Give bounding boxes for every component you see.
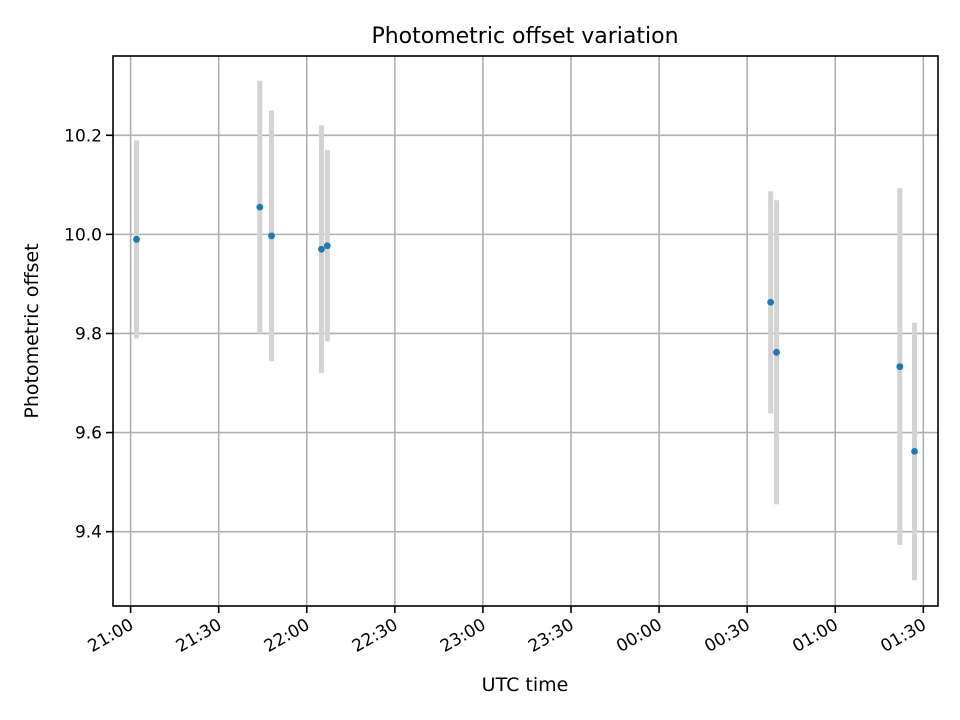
data-point: [773, 348, 780, 356]
data-point: [318, 245, 325, 253]
data-point: [323, 242, 331, 250]
tick-layer: 21:00 21:30 22:00 22:30 23:00 23:30 00:00 00:30…: [64, 126, 930, 657]
chart-title: Photometric offset variation: [371, 24, 678, 49]
grid-layer: [113, 56, 938, 606]
data-point: [896, 363, 904, 371]
y-tick-label: 9.6: [75, 424, 102, 444]
x-tick-label: 01:00: [789, 615, 841, 657]
y-tick-label: 10.0: [64, 225, 102, 245]
errorbar-layer: [133, 80, 918, 581]
x-tick-label: 00:00: [613, 615, 665, 657]
x-tick-label: 01:30: [877, 615, 929, 657]
data-point: [911, 448, 918, 455]
x-tick-label: 23:30: [525, 615, 577, 657]
y-tick-label: 9.4: [75, 523, 102, 543]
y-tick-label: 9.8: [75, 324, 102, 344]
y-tick-label: 10.2: [64, 126, 102, 146]
y-axis-label: Photometric offset: [21, 243, 43, 418]
point-layer: [133, 203, 918, 455]
x-tick-label: 23:00: [437, 615, 489, 657]
data-point: [256, 203, 264, 211]
data-point: [133, 235, 140, 243]
data-point: [268, 232, 275, 240]
x-tick-label: 21:00: [85, 615, 137, 657]
plot-frame: [112, 55, 939, 607]
data-point: [767, 298, 775, 306]
x-tick-label: 21:30: [173, 615, 225, 657]
x-axis-label: UTC time: [482, 674, 569, 696]
x-tick-label: 22:00: [261, 615, 313, 657]
x-tick-label: 00:30: [701, 615, 753, 657]
x-tick-label: 22:30: [349, 615, 401, 657]
